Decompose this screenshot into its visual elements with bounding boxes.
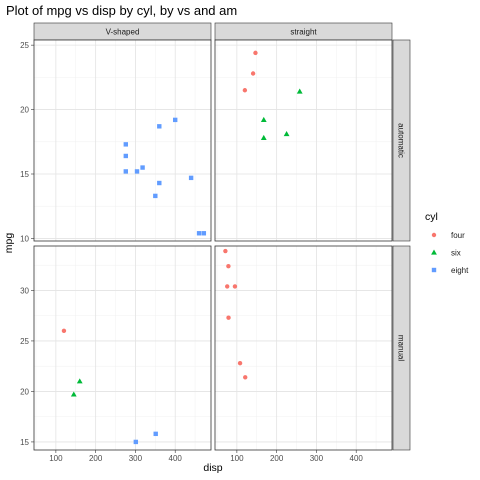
panels-layer: V-shaped straight automatic manual 10 15 20 25 1…	[20, 22, 411, 463]
chart-title: Plot of mpg vs disp by cyl, by vs and am	[6, 3, 237, 18]
x-tick-label: 200	[89, 454, 103, 463]
data-point	[232, 284, 238, 289]
data-point	[237, 360, 243, 366]
legend-key	[431, 267, 437, 273]
x-tick-label: 200	[270, 454, 284, 463]
data-point	[123, 142, 129, 147]
legend-key	[431, 249, 437, 255]
panel-background	[34, 246, 211, 450]
panel-background	[34, 40, 211, 241]
facet-strip-right	[392, 39, 411, 242]
data-point	[296, 88, 303, 94]
panel-border	[33, 39, 212, 242]
data-point	[134, 169, 140, 174]
y-tick-label: 20	[20, 106, 29, 115]
y-axis-title: mpg	[3, 233, 15, 254]
x-tick-label: 100	[230, 454, 244, 463]
data-point	[123, 153, 129, 159]
data-point	[283, 131, 290, 137]
facet-strip-label: V-shaped	[106, 28, 140, 37]
legend: cyl four six eight	[425, 211, 469, 275]
y-tick-label: 20	[20, 387, 29, 396]
data-point	[157, 124, 162, 129]
data-point	[226, 315, 231, 320]
panel-border	[214, 245, 393, 451]
data-point	[242, 88, 248, 93]
data-point	[260, 116, 267, 122]
data-point	[76, 378, 83, 384]
y-tick-label: 25	[20, 41, 29, 50]
data-point	[153, 193, 158, 199]
y-tick-label: 10	[20, 234, 29, 243]
data-point	[253, 50, 258, 56]
panel-border	[214, 39, 393, 242]
data-point	[173, 117, 178, 123]
data-point	[133, 439, 139, 445]
y-tick-label: 15	[20, 170, 29, 179]
legend-title: cyl	[425, 211, 438, 223]
y-tick-label: 15	[20, 438, 29, 447]
data-point	[61, 328, 67, 334]
data-point	[223, 248, 228, 254]
data-point	[123, 169, 129, 174]
data-point	[153, 431, 158, 437]
x-tick-label: 300	[129, 454, 143, 463]
panel-background	[215, 246, 392, 450]
x-tick-label: 400	[350, 454, 364, 463]
data-point	[196, 231, 202, 236]
panel-border	[33, 245, 212, 451]
legend-label: six	[451, 249, 461, 258]
x-tick-label: 400	[169, 454, 183, 463]
data-point	[243, 375, 248, 380]
data-point	[140, 165, 145, 170]
legend-label: eight	[451, 266, 469, 275]
legend-label: four	[451, 231, 465, 240]
legend-key	[431, 232, 437, 238]
data-point	[201, 231, 207, 236]
data-point	[226, 263, 231, 269]
y-tick-label: 30	[20, 286, 29, 295]
facet-strip-label: straight	[290, 28, 317, 37]
data-point	[260, 134, 267, 141]
data-point	[70, 391, 77, 397]
data-point	[157, 180, 162, 186]
facet-strip-right	[392, 245, 411, 451]
data-point	[188, 175, 194, 181]
data-point	[250, 71, 256, 76]
facet-strip-label: automatic	[397, 123, 406, 158]
panel-background	[215, 40, 392, 241]
x-axis-title: disp	[203, 462, 222, 474]
x-tick-label: 100	[49, 454, 63, 463]
facet-strip-label: manual	[397, 335, 406, 361]
y-tick-label: 25	[20, 337, 29, 346]
data-point	[225, 284, 230, 289]
x-tick-label: 300	[310, 454, 324, 463]
